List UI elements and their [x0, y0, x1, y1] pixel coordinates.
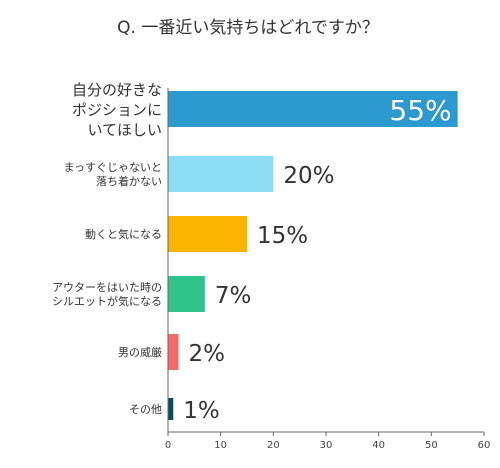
x-tick-label-0: 0: [165, 440, 171, 451]
value-label-4: 2%: [189, 341, 226, 367]
value-label-3: 7%: [215, 283, 252, 309]
value-labels-layer: 55% 20% 15% 7% 2% 1%: [183, 94, 452, 425]
value-label-0: 55%: [389, 94, 451, 127]
category-label-3-1: シルエットが気になる: [52, 294, 162, 308]
category-label-3-0: アウターをはいた時の: [52, 281, 162, 294]
category-label-5-0: その他: [129, 403, 162, 416]
category-label-0-1: ポジションに: [72, 101, 162, 119]
x-tick-label-4: 40: [372, 440, 385, 451]
bars-layer: [168, 91, 458, 420]
category-label-1-0: まっすぐじゃないと: [63, 161, 162, 174]
category-label-0-2: いてほしい: [87, 121, 162, 139]
category-label-4-0: 男の威厳: [118, 345, 162, 359]
bar-0: [168, 91, 458, 127]
category-label-0-0: 自分の好きな: [72, 81, 162, 99]
chart-title: Q. 一番近い気持ちはどれですか？: [117, 18, 379, 38]
category-label-2-0: 動くと気になる: [85, 227, 162, 241]
category-label-1-1: 落ち着かない: [96, 174, 162, 188]
x-tick-label-3: 30: [320, 440, 333, 451]
value-label-5: 1%: [183, 398, 220, 424]
category-labels-layer: 自分の好きなポジションにいてほしいまっすぐじゃないと落ち着かない動くと気になるア…: [52, 81, 162, 416]
value-label-1: 20%: [283, 163, 334, 189]
x-axis: 0 10 20 30 40 50 60: [165, 88, 491, 451]
x-tick-label-5: 50: [425, 440, 438, 451]
bar-5: [168, 398, 174, 420]
bar-4: [168, 334, 179, 370]
value-label-2: 15%: [257, 223, 308, 249]
x-tick-label-1: 10: [214, 440, 227, 451]
bar-3: [168, 276, 205, 312]
x-tick-label-6: 60: [478, 440, 491, 451]
bar-1: [168, 156, 274, 192]
bar-2: [168, 216, 247, 252]
x-tick-label-2: 20: [267, 440, 280, 451]
